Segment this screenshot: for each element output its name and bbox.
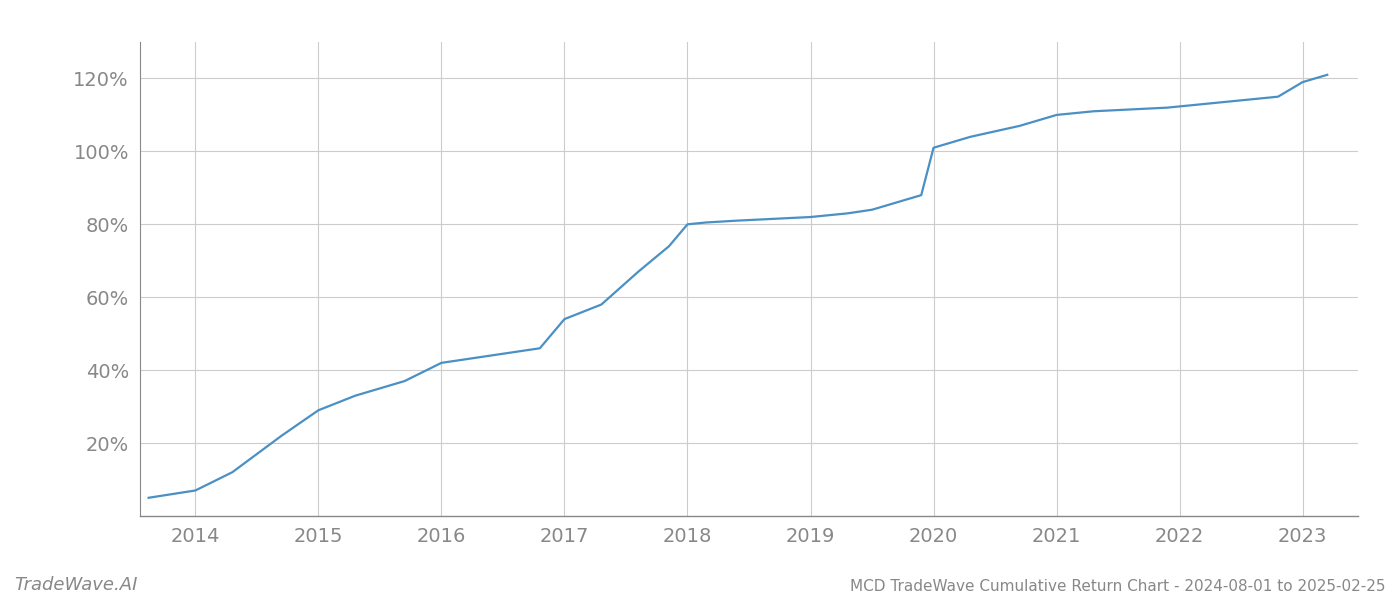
Text: TradeWave.AI: TradeWave.AI	[14, 576, 137, 594]
Text: MCD TradeWave Cumulative Return Chart - 2024-08-01 to 2025-02-25: MCD TradeWave Cumulative Return Chart - …	[851, 579, 1386, 594]
